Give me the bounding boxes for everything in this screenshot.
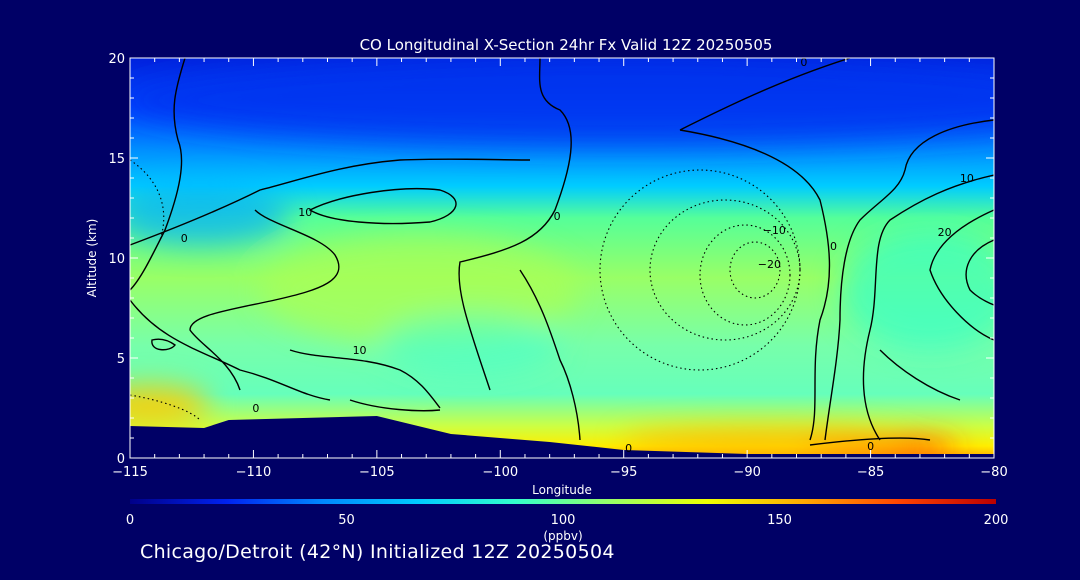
colorbar <box>130 499 996 504</box>
x-tick-label: −105 <box>359 465 395 480</box>
contour-solid <box>349 399 441 412</box>
x-tick-label: −95 <box>610 465 637 480</box>
contour-dotted <box>699 224 791 326</box>
terrain-mask <box>130 416 994 458</box>
x-axis: −115 −110 −105 −100 −95 −90 −85 −80 <box>112 58 1008 480</box>
x-axis-label: Longitude <box>532 483 592 497</box>
y-tick-label: 10 <box>108 252 125 267</box>
footer-caption: Chicago/Detroit (42°N) Initialized 12Z 2… <box>140 541 615 563</box>
contour-label: 20 <box>938 226 952 239</box>
plot-area <box>130 58 994 458</box>
y-tick-label: 5 <box>117 352 125 367</box>
colorbar-tick-label: 200 <box>984 513 1009 528</box>
orange-east-surface <box>620 430 900 454</box>
chart-title: CO Longitudinal X-Section 24hr Fx Valid … <box>360 36 773 54</box>
colorbar-tick-label: 100 <box>551 513 576 528</box>
contour-label: 0 <box>625 442 632 455</box>
contour-negative <box>130 159 801 421</box>
y-axis: 0 5 10 15 20 <box>108 52 994 467</box>
contour-label: 0 <box>181 232 188 245</box>
contour-dotted <box>649 199 801 341</box>
x-tick-label: −85 <box>857 465 884 480</box>
contour-solid <box>458 58 572 391</box>
contour-label: −10 <box>763 224 786 237</box>
contour-solid <box>824 119 994 441</box>
contour-solid <box>809 437 931 446</box>
x-tick-label: −80 <box>980 465 1007 480</box>
colorbar-tick-label: 150 <box>767 513 792 528</box>
upper-blue-band <box>130 58 994 145</box>
cyan-pocket-east <box>840 230 994 350</box>
cyan-pocket-mid <box>380 315 560 375</box>
contour-solid <box>151 338 176 351</box>
x-tick-label: −90 <box>733 465 760 480</box>
contour-solid <box>965 239 994 306</box>
contour-solid <box>862 174 994 441</box>
contour-solid <box>879 349 961 401</box>
contour-label: 0 <box>830 240 837 253</box>
y-tick-label: 15 <box>108 152 125 167</box>
contour-solid <box>519 269 581 441</box>
contour-label: 0 <box>800 56 807 69</box>
contour-solid <box>679 58 851 131</box>
contour-label: −20 <box>758 258 781 271</box>
contour-labels: 0 10 0 10 0 −10 −20 0 10 20 0 0 0 <box>181 56 974 455</box>
contour-lines <box>130 58 994 446</box>
contour-label: 0 <box>252 402 259 415</box>
x-tick-label: −115 <box>112 465 148 480</box>
yellow-west-surface <box>130 385 210 425</box>
colorbar-ticks: 0 50 100 150 200 <box>126 513 1009 528</box>
contour-solid <box>189 209 340 391</box>
contour-label: 0 <box>867 440 874 453</box>
contour-solid <box>308 188 457 225</box>
contour-solid <box>130 58 186 291</box>
contour-label: 0 <box>554 210 561 223</box>
x-tick-label: −100 <box>482 465 518 480</box>
y-axis-label: Altitude (km) <box>85 219 99 298</box>
y-tick-label: 0 <box>117 452 125 467</box>
colorbar-tick-label: 0 <box>126 513 134 528</box>
contour-label: 10 <box>298 206 312 219</box>
contour-dotted <box>130 159 165 241</box>
contour-solid <box>289 349 441 409</box>
y-tick-label: 20 <box>108 52 125 67</box>
contour-solid <box>679 129 831 441</box>
contour-solid <box>929 209 994 341</box>
contour-solid <box>130 158 531 246</box>
x-tick-label: −110 <box>236 465 272 480</box>
colorbar-units: (ppbv) <box>543 529 582 543</box>
contour-dotted <box>729 241 781 299</box>
field-features <box>130 58 994 458</box>
colorbar-tick-label: 50 <box>338 513 355 528</box>
contour-solid <box>130 299 331 401</box>
contour-label: 10 <box>960 172 974 185</box>
contour-label: 10 <box>353 344 367 357</box>
